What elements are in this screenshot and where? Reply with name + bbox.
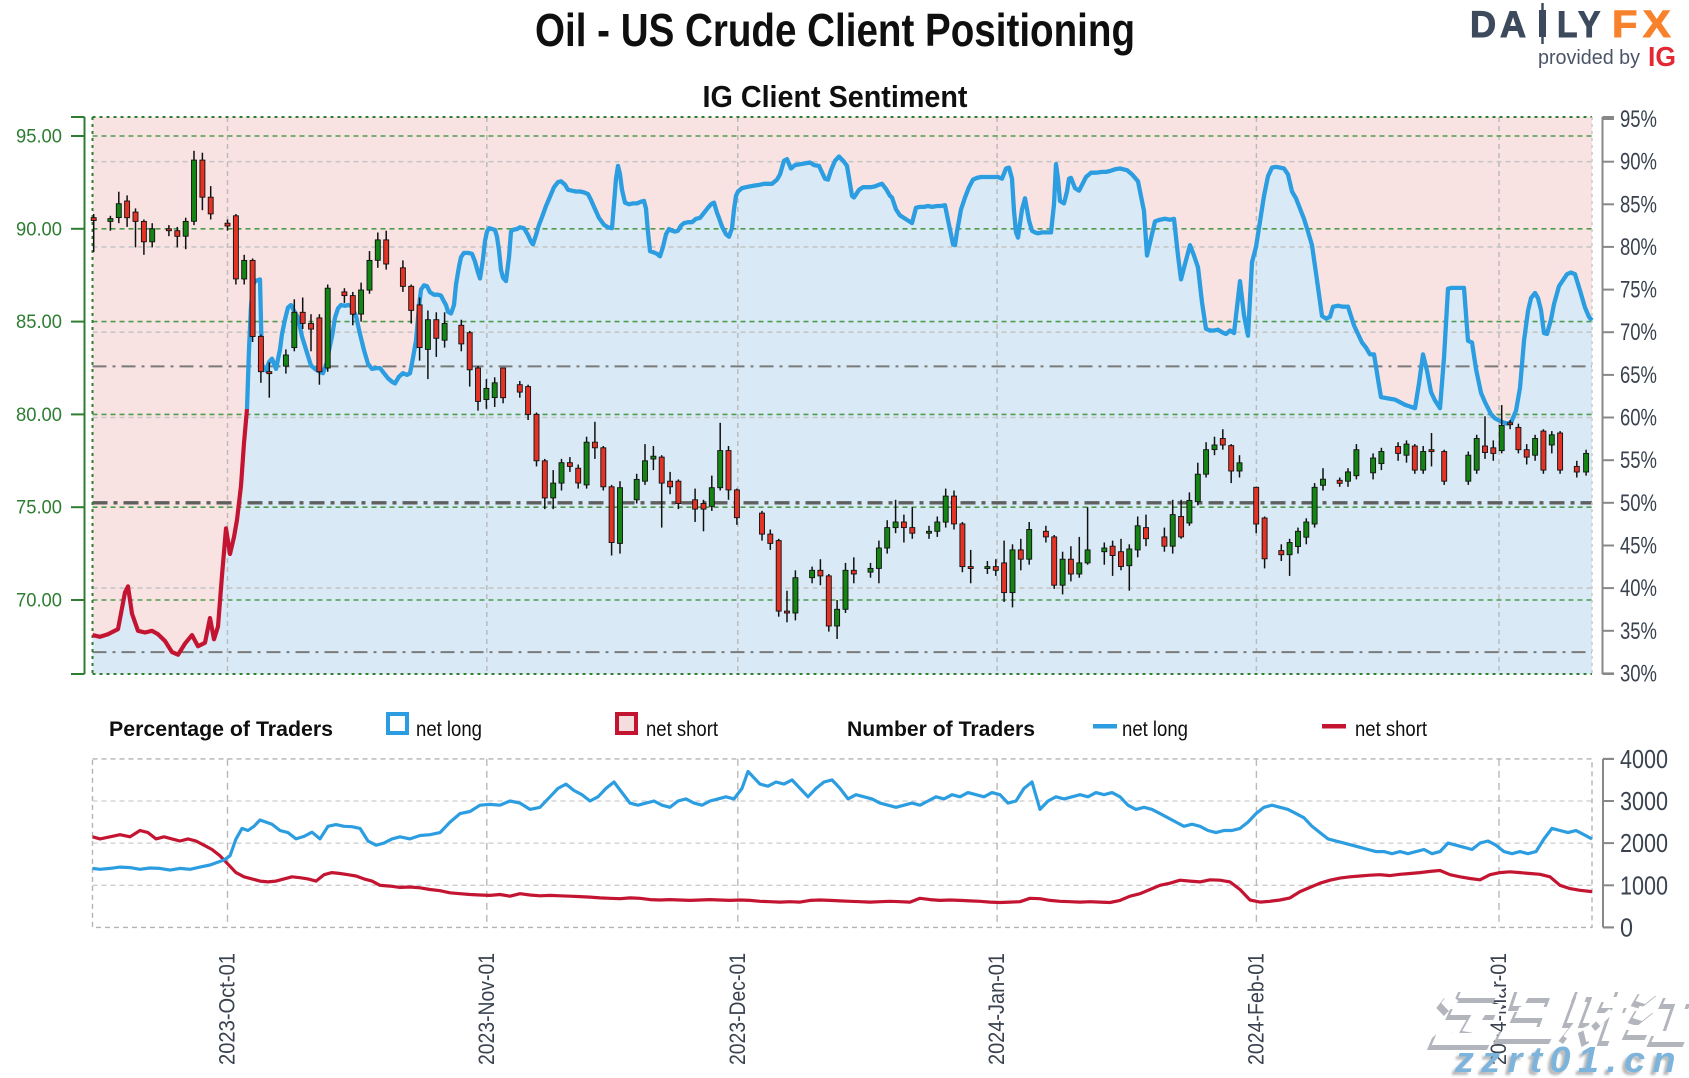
- svg-text:IG Client Sentiment: IG Client Sentiment: [703, 79, 968, 114]
- svg-text:LY: LY: [1557, 4, 1604, 45]
- svg-text:55%: 55%: [1620, 447, 1657, 474]
- svg-text:Oil - US Crude Client Position: Oil - US Crude Client Positioning: [535, 4, 1135, 56]
- svg-text:provided by: provided by: [1538, 47, 1640, 69]
- svg-text:2023-Dec-01: 2023-Dec-01: [725, 953, 750, 1065]
- svg-text:2023-Nov-01: 2023-Nov-01: [474, 953, 499, 1065]
- svg-text:85.00: 85.00: [16, 312, 62, 333]
- svg-text:90.00: 90.00: [16, 219, 62, 240]
- svg-text:FX: FX: [1612, 4, 1676, 46]
- svg-text:90%: 90%: [1620, 149, 1657, 176]
- svg-text:75%: 75%: [1620, 277, 1657, 304]
- svg-text:Percentage of Traders: Percentage of Traders: [109, 718, 333, 741]
- svg-text:35%: 35%: [1620, 618, 1657, 645]
- svg-text:3000: 3000: [1620, 786, 1668, 816]
- svg-text:net long: net long: [1122, 718, 1188, 741]
- svg-text:net short: net short: [646, 718, 718, 741]
- svg-text:0: 0: [1620, 912, 1633, 942]
- svg-text:2000: 2000: [1620, 828, 1668, 858]
- svg-text:75.00: 75.00: [16, 498, 62, 519]
- svg-text:2024-Jan-01: 2024-Jan-01: [984, 953, 1009, 1065]
- svg-text:2023-Oct-01: 2023-Oct-01: [215, 953, 240, 1065]
- svg-text:95%: 95%: [1620, 106, 1657, 133]
- svg-text:85%: 85%: [1620, 191, 1657, 218]
- svg-text:80.00: 80.00: [16, 405, 62, 426]
- svg-text:80%: 80%: [1620, 234, 1657, 261]
- svg-text:65%: 65%: [1620, 362, 1657, 389]
- svg-text:1000: 1000: [1620, 870, 1668, 900]
- svg-text:70.00: 70.00: [16, 591, 62, 612]
- svg-text:40%: 40%: [1620, 575, 1657, 602]
- svg-text:30%: 30%: [1620, 660, 1657, 687]
- svg-text:45%: 45%: [1620, 533, 1657, 560]
- svg-text:60%: 60%: [1620, 405, 1657, 432]
- svg-text:70%: 70%: [1620, 319, 1657, 346]
- svg-text:net long: net long: [416, 718, 482, 741]
- svg-text:net short: net short: [1355, 718, 1427, 741]
- svg-text:50%: 50%: [1620, 490, 1657, 517]
- svg-text:Number of Traders: Number of Traders: [847, 718, 1035, 741]
- svg-text:zzrt01.cn: zzrt01.cn: [1454, 1039, 1683, 1078]
- svg-text:4000: 4000: [1620, 744, 1668, 774]
- svg-text:DA: DA: [1470, 4, 1530, 45]
- svg-text:IG: IG: [1648, 41, 1676, 72]
- svg-text:95.00: 95.00: [16, 127, 62, 148]
- svg-text:2024-Feb-01: 2024-Feb-01: [1243, 953, 1268, 1065]
